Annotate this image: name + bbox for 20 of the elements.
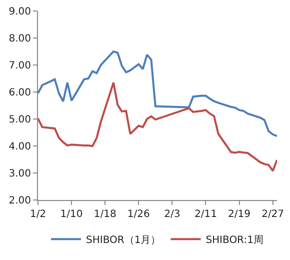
x-tick-label: 1/10	[60, 209, 83, 220]
legend-label: SHIBOR（1月）	[86, 234, 161, 246]
x-tick-label: 2/3	[164, 209, 180, 220]
y-tick-label: 2.00	[8, 196, 31, 206]
x-tick-label: 2/19	[228, 209, 250, 220]
legend-label: SHIBOR:1周	[206, 234, 264, 246]
x-tick-label: 1/26	[127, 209, 150, 220]
x-tick-label: 1/18	[94, 209, 116, 220]
x-tick-label: 2/11	[194, 209, 217, 220]
y-tick-label: 4.00	[8, 142, 31, 152]
y-tick-label: 5.00	[8, 114, 31, 126]
line-series	[38, 50, 277, 138]
line-series	[38, 82, 277, 172]
y-tick-label: 6.00	[8, 88, 31, 98]
y-tick-label: 3.00	[8, 168, 31, 180]
y-tick-label: 9.00	[8, 6, 31, 18]
y-tick-label: 8.00	[8, 34, 31, 44]
x-tick-label: 2/27	[262, 209, 284, 220]
x-tick-label: 1/2	[30, 209, 46, 220]
y-tick-label: 7.00	[8, 60, 31, 72]
